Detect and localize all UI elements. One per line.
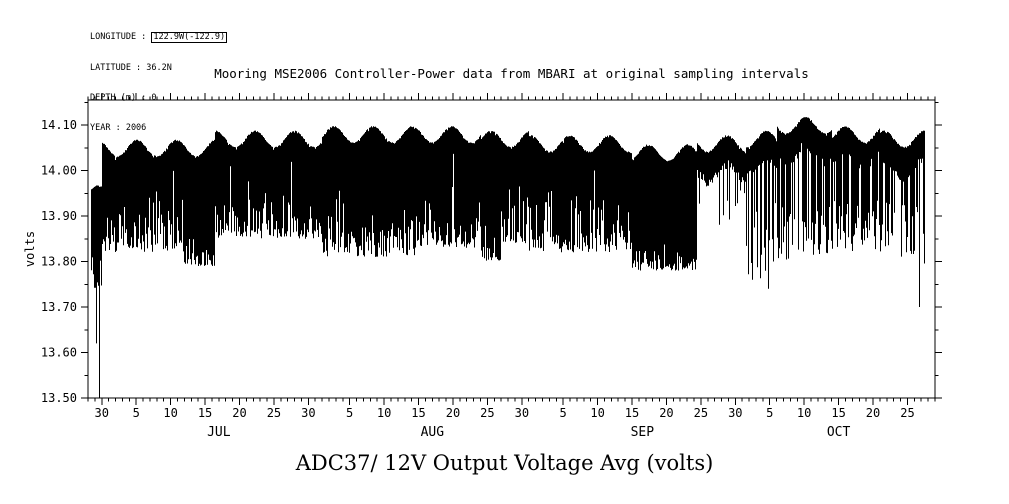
x-axis-tick-label: 20 xyxy=(659,406,673,420)
station-metadata: LONGITUDE : 122.9W(-122.9) LATITUDE : 36… xyxy=(90,12,228,153)
depth-line: DEPTH (m) : 0 xyxy=(90,93,157,103)
x-axis-tick-label: 20 xyxy=(232,406,246,420)
x-axis-tick-label: 30 xyxy=(728,406,742,420)
bottom-title: ADC37/ 12V Output Voltage Avg (volts) xyxy=(295,451,714,475)
x-axis-tick-label: 5 xyxy=(560,406,567,420)
month-label: AUG xyxy=(421,425,445,440)
month-label: OCT xyxy=(827,425,851,440)
x-axis-tick-label: 20 xyxy=(866,406,880,420)
x-axis-tick-label: 25 xyxy=(267,406,281,420)
y-axis-tick-label: 14.00 xyxy=(41,164,77,178)
plot-frame xyxy=(87,99,936,399)
year-line: YEAR : 2006 xyxy=(90,123,147,133)
x-axis-tick-label: 15 xyxy=(411,406,425,420)
longitude-value: 122.9W(-122.9) xyxy=(151,32,228,43)
x-axis-tick-label: 10 xyxy=(590,406,604,420)
x-axis-tick-label: 10 xyxy=(377,406,391,420)
x-axis-tick-label: 30 xyxy=(515,406,529,420)
x-axis-tick-label: 5 xyxy=(766,406,773,420)
y-axis-tick-label: 13.70 xyxy=(41,300,77,314)
x-axis-tick-label: 10 xyxy=(797,406,811,420)
x-axis-tick-label: 5 xyxy=(346,406,353,420)
x-axis-tick-label: 15 xyxy=(831,406,845,420)
y-axis-tick-label: 13.50 xyxy=(41,391,77,405)
x-axis-tick-label: 20 xyxy=(446,406,460,420)
y-axis-tick-label: 14.10 xyxy=(41,118,77,132)
longitude-line: LONGITUDE : 122.9W(-122.9) xyxy=(90,32,228,43)
latitude-line: LATITUDE : 36.2N xyxy=(90,63,172,73)
x-axis-tick-label: 30 xyxy=(95,406,109,420)
x-axis-tick-label: 25 xyxy=(694,406,708,420)
x-axis-tick-label: 25 xyxy=(480,406,494,420)
y-axis-tick-label: 13.90 xyxy=(41,209,77,223)
y-axis-tick-label: 13.80 xyxy=(41,255,77,269)
x-axis-tick-label: 15 xyxy=(198,406,212,420)
x-axis-tick-label: 10 xyxy=(163,406,177,420)
x-axis-tick-label: 30 xyxy=(301,406,315,420)
x-axis-tick-label: 25 xyxy=(900,406,914,420)
y-axis-tick-label: 13.60 xyxy=(41,346,77,360)
x-axis-tick-label: 5 xyxy=(133,406,140,420)
voltage-series xyxy=(91,117,925,398)
month-label: SEP xyxy=(631,425,655,440)
chart-title: Mooring MSE2006 Controller-Power data fr… xyxy=(214,66,809,81)
longitude-label: LONGITUDE : xyxy=(90,32,152,42)
x-axis-tick-label: 15 xyxy=(625,406,639,420)
month-label: JUL xyxy=(207,425,231,440)
